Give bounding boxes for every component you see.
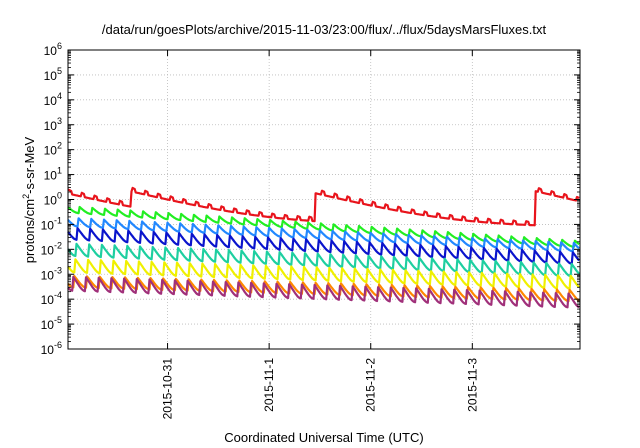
- data-series: [67, 186, 580, 309]
- y-tick-label: 105: [44, 66, 62, 83]
- y-tick-label: 103: [44, 116, 62, 133]
- y-tick-label: 10-2: [41, 240, 62, 257]
- series-line-2: [67, 205, 580, 248]
- y-tick-label: 10-1: [41, 215, 62, 232]
- series-line-8: [67, 275, 580, 309]
- y-tick-label: 104: [44, 91, 62, 108]
- x-tick-labels: 2015-10-31 2015-11-1 2015-11-2 2015-11-3: [161, 358, 480, 420]
- series-line-4: [67, 227, 580, 265]
- x-tick-label: 2015-11-1: [262, 358, 276, 412]
- y-tick-label: 102: [44, 141, 62, 158]
- series-line-3: [67, 217, 580, 253]
- axis-ticks: [68, 49, 580, 350]
- x-tick-label: 2015-11-3: [465, 358, 479, 412]
- x-axis-label: Coordinated Universal Time (UTC): [224, 430, 423, 445]
- series-line-1: [67, 186, 580, 227]
- series-line-7: [67, 274, 580, 303]
- y-tick-label: 10-4: [41, 290, 62, 307]
- y-tick-label: 100: [44, 191, 62, 208]
- y-tick-label: 106: [44, 41, 62, 58]
- y-axis-label: protons/cm2-s-sr-MeV: [21, 136, 37, 263]
- series-line-6: [67, 258, 580, 290]
- x-tick-label: 2015-10-31: [161, 358, 175, 420]
- y-tick-label: 101: [44, 166, 62, 183]
- y-tick-label: 10-6: [41, 340, 62, 357]
- y-tick-label: 10-3: [41, 265, 62, 282]
- x-tick-label: 2015-11-2: [364, 358, 378, 412]
- y-tick-labels: 10-6 10-5 10-4 10-3 10-2 10-1 100 101 102 103 104 1…: [41, 41, 62, 357]
- y-tick-label: 10-5: [41, 315, 62, 332]
- chart-title: /data/run/goesPlots/archive/2015-11-03/2…: [102, 22, 547, 37]
